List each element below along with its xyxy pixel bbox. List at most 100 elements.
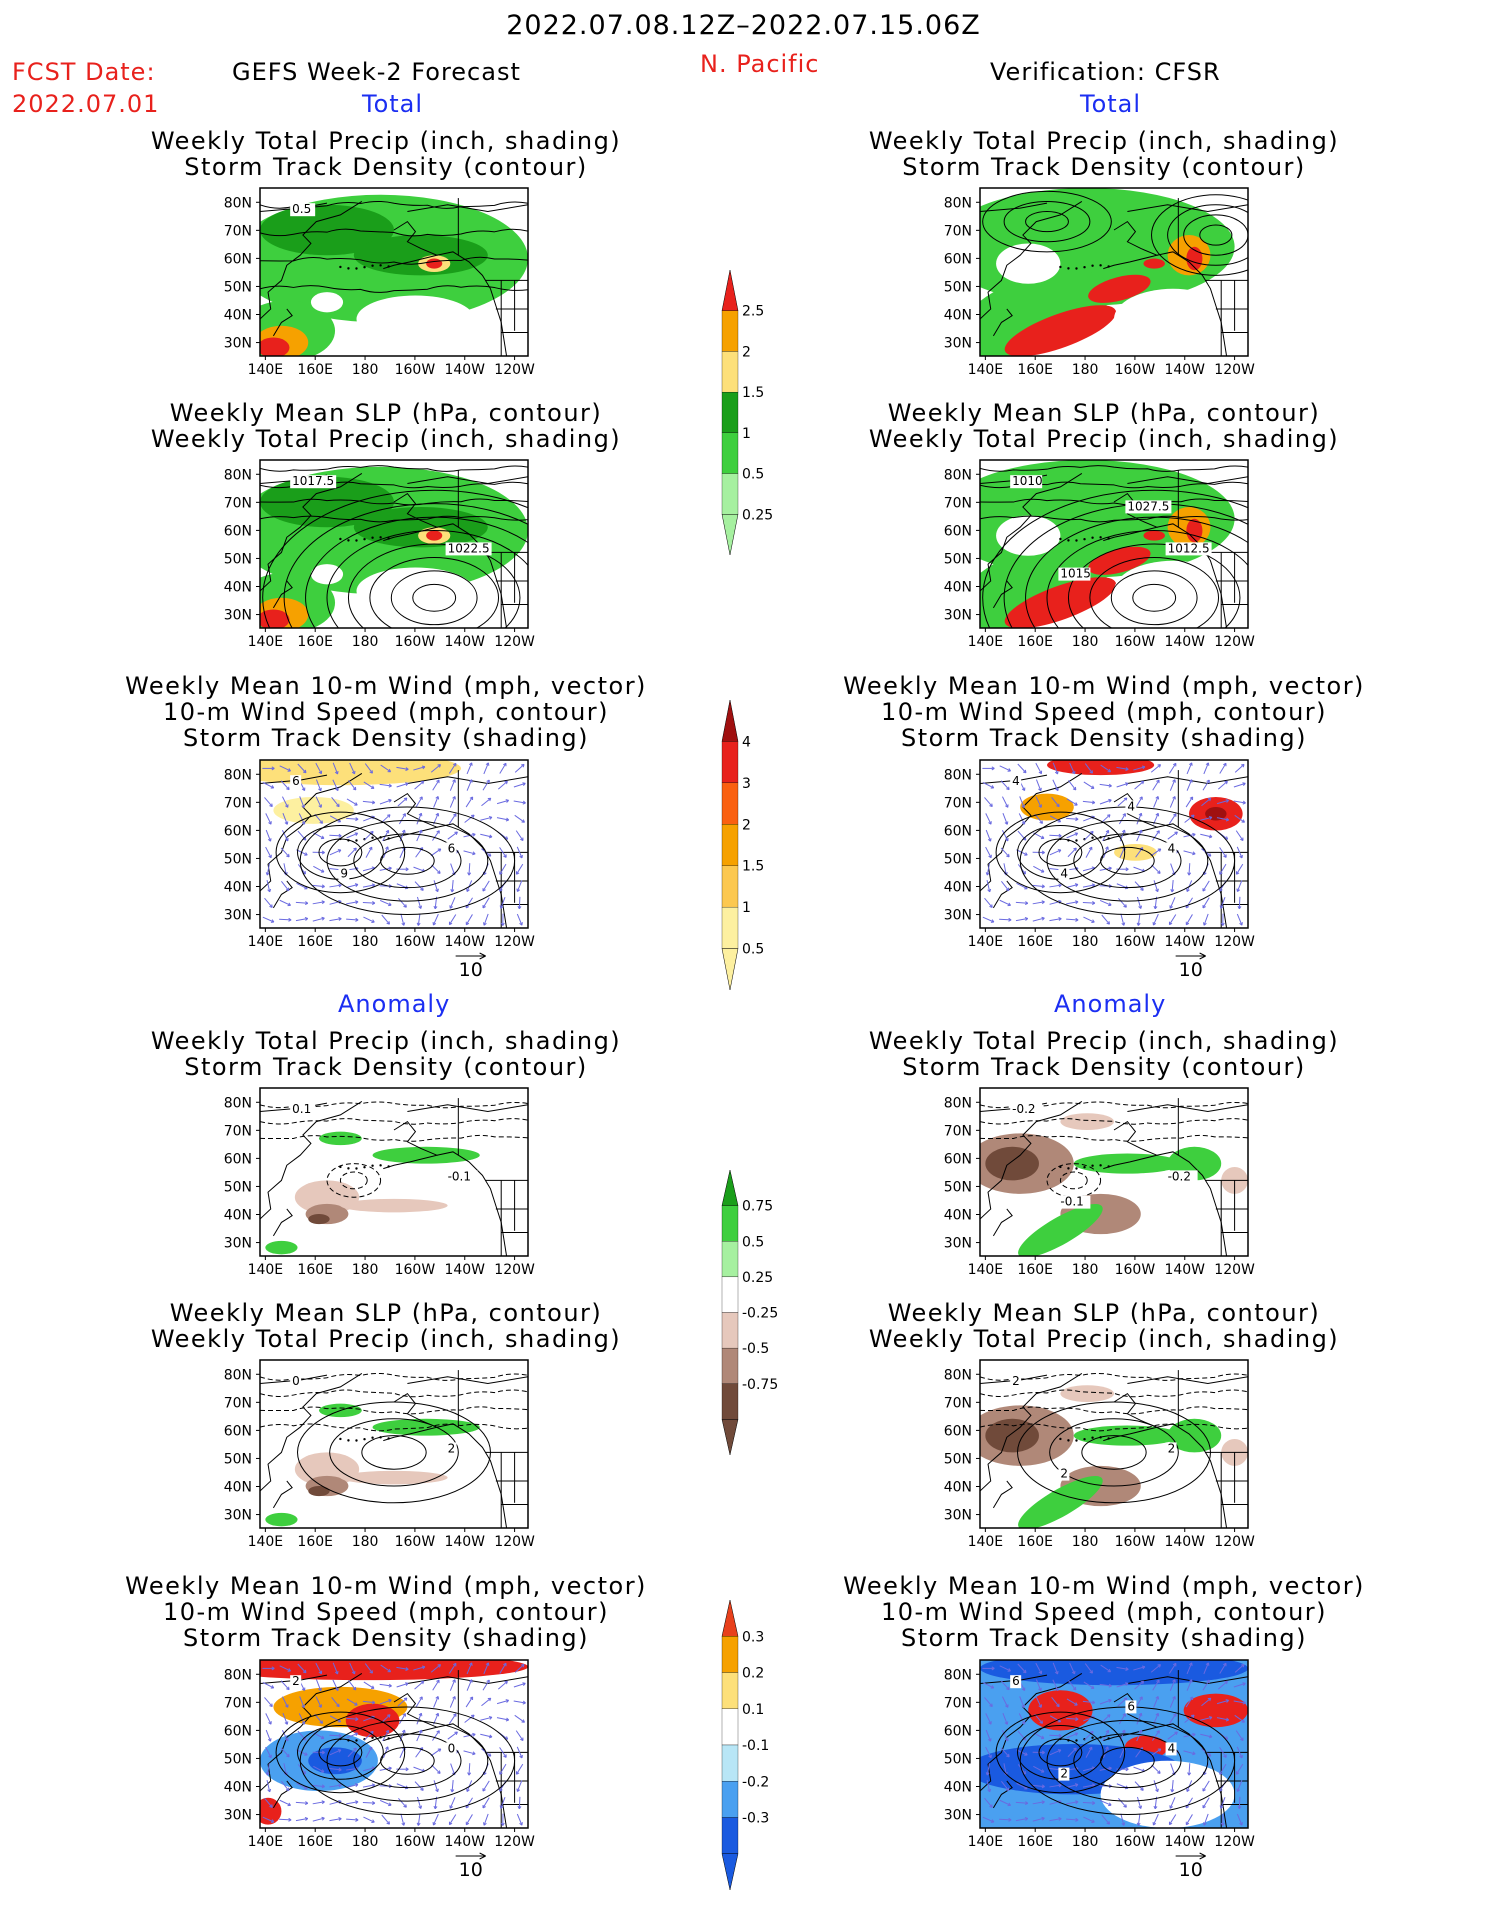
lon-tick-label: 140W [444, 634, 485, 650]
lon-tick-label: 120W [1214, 1262, 1255, 1278]
lat-tick-label: 40N [944, 1208, 972, 1224]
lat-tick-label: 70N [224, 1395, 252, 1411]
lon-tick-label: 160E [1017, 362, 1053, 378]
contour-label: 1017.5 [292, 474, 334, 488]
lat-tick-label: 80N [944, 767, 972, 783]
vector-reference: 10 [1175, 1852, 1206, 1881]
lat-tick-label: 50N [224, 1451, 252, 1467]
lat-tick-label: 70N [224, 795, 252, 811]
lon-tick-label: 180 [352, 634, 379, 650]
lat-tick-label: 60N [224, 251, 252, 267]
lon-tick-label: 120W [1214, 634, 1255, 650]
lat-tick-label: 40N [224, 580, 252, 596]
colorbar-tick-label: 0.5 [742, 942, 764, 958]
lon-tick-label: 160E [1017, 934, 1053, 950]
contour-label: 1012.5 [1168, 541, 1210, 555]
lon-tick-label: 120W [494, 634, 535, 650]
colorbar-tick-label: 0.5 [742, 1234, 764, 1250]
contour-label: 1015 [1060, 567, 1091, 581]
lon-tick-label: 160E [297, 362, 333, 378]
lon-tick-label: 160W [1115, 1534, 1156, 1550]
lat-tick-label: 40N [944, 1480, 972, 1496]
lat-tick-label: 50N [944, 551, 972, 567]
lon-tick-label: 160W [395, 1834, 436, 1850]
lat-tick-label: 80N [224, 467, 252, 483]
lat-tick-label: 40N [224, 880, 252, 896]
period-title: 2022.07.08.12Z–2022.07.15.06Z [506, 10, 981, 41]
contour-label: 9 [340, 867, 348, 881]
vector-ref-label: 10 [1179, 959, 1203, 981]
lat-tick-label: 60N [224, 1723, 252, 1739]
lat-tick-label: 70N [944, 1695, 972, 1711]
contour-label: 1027.5 [1127, 499, 1169, 513]
lon-tick-label: 160W [1115, 362, 1156, 378]
lat-tick-label: 40N [224, 308, 252, 324]
lon-tick-label: 140W [444, 934, 485, 950]
lat-tick-label: 70N [944, 495, 972, 511]
lat-tick-label: 70N [944, 795, 972, 811]
lon-tick-label: 180 [1072, 1834, 1099, 1850]
title-l1: Weekly Total Precip (inch, shading) Storm… [150, 127, 622, 181]
lon-tick-label: 120W [494, 1534, 535, 1550]
lat-tick-label: 60N [944, 1423, 972, 1439]
lon-tick-label: 120W [1214, 1534, 1255, 1550]
title-l4: Weekly Total Precip (inch, shading) Storm… [150, 1027, 622, 1081]
lon-tick-label: 140W [1164, 1534, 1205, 1550]
lon-tick-label: 140E [968, 362, 1004, 378]
lon-tick-label: 160E [297, 934, 333, 950]
lon-tick-label: 120W [494, 362, 535, 378]
lat-tick-label: 60N [944, 1151, 972, 1167]
lat-tick-label: 30N [944, 1236, 972, 1252]
lon-tick-label: 180 [1072, 362, 1099, 378]
lon-tick-label: 140W [444, 1834, 485, 1850]
lon-tick-label: 160W [395, 362, 436, 378]
lat-tick-label: 30N [224, 1508, 252, 1524]
lat-tick-label: 50N [944, 1751, 972, 1767]
lon-tick-label: 140E [248, 1834, 284, 1850]
lon-tick-label: 160E [1017, 634, 1053, 650]
contour-label: 4 [1168, 1741, 1176, 1755]
lon-tick-label: 140E [968, 934, 1004, 950]
lat-tick-label: 70N [224, 223, 252, 239]
contour-label: 1022.5 [448, 541, 490, 555]
colorbar-tick-label: 1 [742, 900, 751, 916]
lat-tick-label: 30N [224, 1808, 252, 1824]
lat-tick-label: 60N [224, 1151, 252, 1167]
lat-tick-label: 40N [944, 880, 972, 896]
lat-tick-label: 40N [224, 1480, 252, 1496]
right-anomaly-label: Anomaly [1054, 990, 1167, 1018]
lon-tick-label: 180 [1072, 1534, 1099, 1550]
lon-tick-label: 120W [1214, 1834, 1255, 1850]
colorbar-tick-label: 0.5 [742, 467, 764, 483]
title-l3: Weekly Mean 10-m Wind (mph, vector) 10-m … [125, 672, 647, 752]
contour-label: 2 [1060, 1467, 1068, 1481]
colorbar-storm-total: 4 3 2 1.5 1 0.5 [721, 699, 764, 991]
right-total-label: Total [1080, 90, 1142, 118]
lon-tick-label: 140W [444, 1534, 485, 1550]
lon-tick-label: 140E [248, 362, 284, 378]
colorbar-tick-label: 1.5 [742, 859, 764, 875]
lon-tick-label: 160W [1115, 634, 1156, 650]
lat-tick-label: 30N [224, 336, 252, 352]
colorbar-tick-label: 3 [742, 776, 751, 792]
vector-ref-label: 10 [459, 959, 483, 981]
contour-label: 4 [1060, 867, 1068, 881]
vector-reference: 10 [455, 952, 486, 981]
colorbar-tick-label: 0.25 [742, 1270, 773, 1286]
colorbar-precip-anomaly: 0.75 0.5 0.25 -0.25 -0.5 -0.75 [721, 1169, 778, 1456]
lon-tick-label: 180 [1072, 934, 1099, 950]
vector-ref-label: 10 [1179, 1859, 1203, 1881]
lat-tick-label: 80N [224, 1095, 252, 1111]
lon-tick-label: 140W [1164, 1262, 1205, 1278]
lon-tick-label: 140W [444, 1262, 485, 1278]
map-panel-r6: 6 4 2 6 80N 70N 60N 50N 40N 30N 140E 160E 180 160W 140… [944, 1659, 1255, 1850]
fcst-date-value: 2022.07.01 [12, 90, 160, 118]
lat-tick-label: 80N [944, 1367, 972, 1383]
lat-tick-label: 30N [224, 908, 252, 924]
colorbar-tick-label: 2.5 [742, 304, 764, 320]
lat-tick-label: 30N [224, 1236, 252, 1252]
lon-tick-label: 180 [352, 1534, 379, 1550]
lat-tick-label: 60N [944, 1723, 972, 1739]
lat-tick-label: 70N [944, 1395, 972, 1411]
lon-tick-label: 140W [1164, 1834, 1205, 1850]
